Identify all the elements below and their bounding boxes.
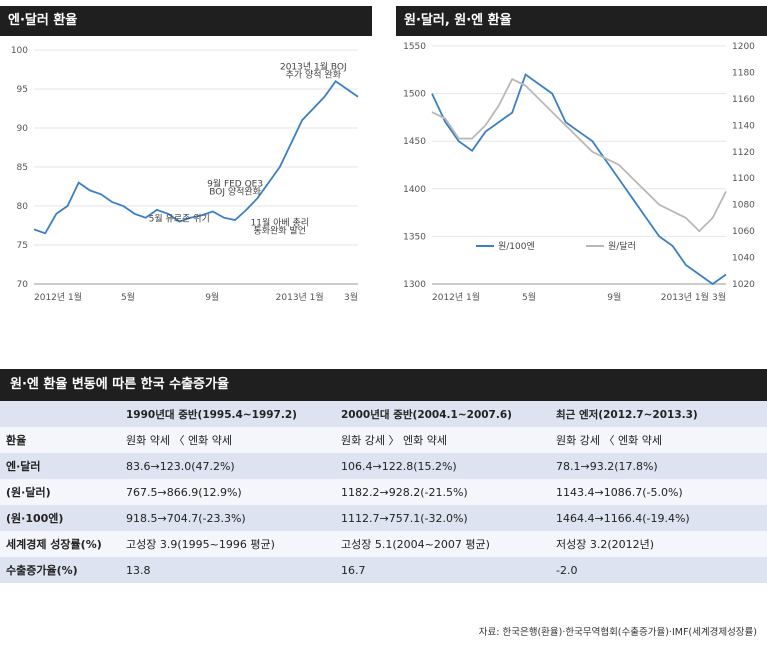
- table-header-row: 1990년대 중반(1995.4~1997.2) 2000년대 중반(2004.…: [0, 401, 767, 427]
- y-tick-label: 100: [11, 46, 28, 56]
- y-left-tick-label: 1300: [403, 280, 426, 290]
- y-left-tick-label: 1450: [403, 137, 426, 147]
- table-cell: 78.1→93.2(17.8%): [550, 453, 767, 479]
- series-line: [431, 73, 727, 286]
- table-cell: 고성장 3.9(1995~1996 평균): [120, 531, 335, 557]
- table-cell: 고성장 5.1(2004~2007 평균): [335, 531, 550, 557]
- x-tick-label: 5월: [522, 291, 536, 303]
- y-right-tick-label: 1040: [732, 254, 755, 264]
- table-cell: 1143.4→1086.7(-5.0%): [550, 479, 767, 505]
- annotation-label: 9월 FED QE3: [207, 178, 263, 190]
- x-tick-label: 2012년 1월: [432, 291, 480, 303]
- y-left-tick-label: 1400: [403, 185, 426, 195]
- series-line: [431, 77, 727, 233]
- row-label: (원·달러): [0, 479, 120, 505]
- table-row: (원·100엔) 918.5→704.7(-23.3%) 1112.7→757.…: [0, 505, 767, 531]
- y-tick-label: 85: [17, 163, 28, 173]
- x-tick-label: 3월: [344, 291, 358, 303]
- y-right-tick-label: 1160: [732, 95, 755, 105]
- annotation-label: 통화완화 발언: [254, 224, 307, 236]
- yen-dollar-line: [33, 79, 359, 235]
- table-row: 수출증가율(%) 13.8 16.7 -2.0: [0, 557, 767, 583]
- left-chart-title: 엔·달러 환율: [0, 6, 372, 36]
- y-right-tick-label: 1060: [732, 227, 755, 237]
- y-tick-label: 95: [17, 85, 28, 95]
- annotation-label: 5월 유로존 위기: [149, 213, 210, 225]
- table-cell: 원화 강세 〈 엔화 약세: [550, 427, 767, 453]
- y-tick-label: 75: [17, 241, 28, 251]
- y-tick-label: 70: [17, 280, 29, 290]
- table-cell: 1112.7→757.1(-32.0%): [335, 505, 550, 531]
- table-cell: 1464.4→1166.4(-19.4%): [550, 505, 767, 531]
- x-tick-label: 3월: [712, 291, 726, 303]
- y-right-tick-label: 1120: [732, 148, 755, 158]
- annotation-label: 추가 양적 완화: [286, 68, 341, 80]
- y-right-tick-label: 1200: [732, 42, 755, 52]
- yen-dollar-chart: 70 75 80 85 90 95 100 2012년 1월 5월 9월 2013년 1월 3월 5월 …: [11, 46, 359, 303]
- row-label: (원·100엔): [0, 505, 120, 531]
- table-cell: 106.4→122.8(15.2%): [335, 453, 550, 479]
- table-row: 세계경제 성장률(%) 고성장 3.9(1995~1996 평균) 고성장 5.…: [0, 531, 767, 557]
- table-cell: 767.5→866.9(12.9%): [120, 479, 335, 505]
- export-growth-table: 1990년대 중반(1995.4~1997.2) 2000년대 중반(2004.…: [0, 401, 767, 583]
- table-row: 환율 원화 약세 〈 엔화 약세 원화 강세 〉 엔화 약세 원화 강세 〈 엔…: [0, 427, 767, 453]
- table-cell: 원화 강세 〉 엔화 약세: [335, 427, 550, 453]
- x-tick-label: 2013년 1월: [276, 291, 324, 303]
- x-tick-label: 9월: [205, 291, 219, 303]
- annotation-label: BOJ 양적완화: [209, 185, 261, 197]
- header-cell: 1990년대 중반(1995.4~1997.2): [120, 401, 335, 427]
- won-dollar-won-yen-chart: 1300 1350 1400 1450 1500 1550 1020 1040 1060 1080…: [403, 42, 755, 303]
- header-cell: [0, 401, 120, 427]
- table-cell: -2.0: [550, 557, 767, 583]
- row-label: 엔·달러: [0, 453, 120, 479]
- y-right-tick-label: 1020: [732, 280, 755, 290]
- y-tick-label: 90: [17, 124, 29, 134]
- x-tick-label: 5월: [121, 291, 135, 303]
- table-row: (원·달러) 767.5→866.9(12.9%) 1182.2→928.2(-…: [0, 479, 767, 505]
- y-right-tick-label: 1180: [732, 68, 755, 78]
- annotation-label: 11월 아베 총리: [251, 217, 310, 229]
- table-row: 엔·달러 83.6→123.0(47.2%) 106.4→122.8(15.2%…: [0, 453, 767, 479]
- source-note: 자료: 한국은행(환율)·한국무역협회(수출증가율)·IMF(세계경제성장률): [478, 627, 757, 638]
- row-label: 환율: [0, 427, 120, 453]
- table-cell: 918.5→704.7(-23.3%): [120, 505, 335, 531]
- row-label: 수출증가율(%): [0, 557, 120, 583]
- row-label: 세계경제 성장률(%): [0, 531, 120, 557]
- y-tick-label: 80: [17, 202, 29, 212]
- header-cell: 2000년대 중반(2004.1~2007.6): [335, 401, 550, 427]
- right-chart-title: 원·달러, 원·엔 환율: [396, 6, 767, 36]
- table-cell: 저성장 3.2(2012년): [550, 531, 767, 557]
- table-cell: 13.8: [120, 557, 335, 583]
- y-right-tick-label: 1080: [732, 201, 755, 211]
- table-cell: 원화 약세 〈 엔화 약세: [120, 427, 335, 453]
- legend-label: 원/100엔: [498, 241, 535, 252]
- table-cell: 16.7: [335, 557, 550, 583]
- x-tick-label: 9월: [607, 291, 621, 303]
- y-left-tick-label: 1500: [403, 90, 426, 100]
- x-tick-label: 2012년 1월: [34, 291, 82, 303]
- header-cell: 최근 엔저(2012.7~2013.3): [550, 401, 767, 427]
- table-cell: 83.6→123.0(47.2%): [120, 453, 335, 479]
- y-left-tick-label: 1350: [403, 232, 426, 242]
- x-tick-label: 2013년 1월: [661, 291, 709, 303]
- table-cell: 1182.2→928.2(-21.5%): [335, 479, 550, 505]
- y-right-tick-label: 1140: [732, 121, 755, 131]
- y-right-tick-label: 1100: [732, 174, 755, 184]
- y-left-tick-label: 1550: [403, 42, 426, 52]
- annotation-label: 2013년 1월 BOJ: [280, 61, 347, 73]
- legend-label: 원/달러: [608, 240, 636, 252]
- table-title: 원·엔 환율 변동에 따른 한국 수출증가율: [0, 369, 767, 401]
- export-growth-table-panel: 원·엔 환율 변동에 따른 한국 수출증가율 1990년대 중반(1995.4~…: [0, 369, 767, 583]
